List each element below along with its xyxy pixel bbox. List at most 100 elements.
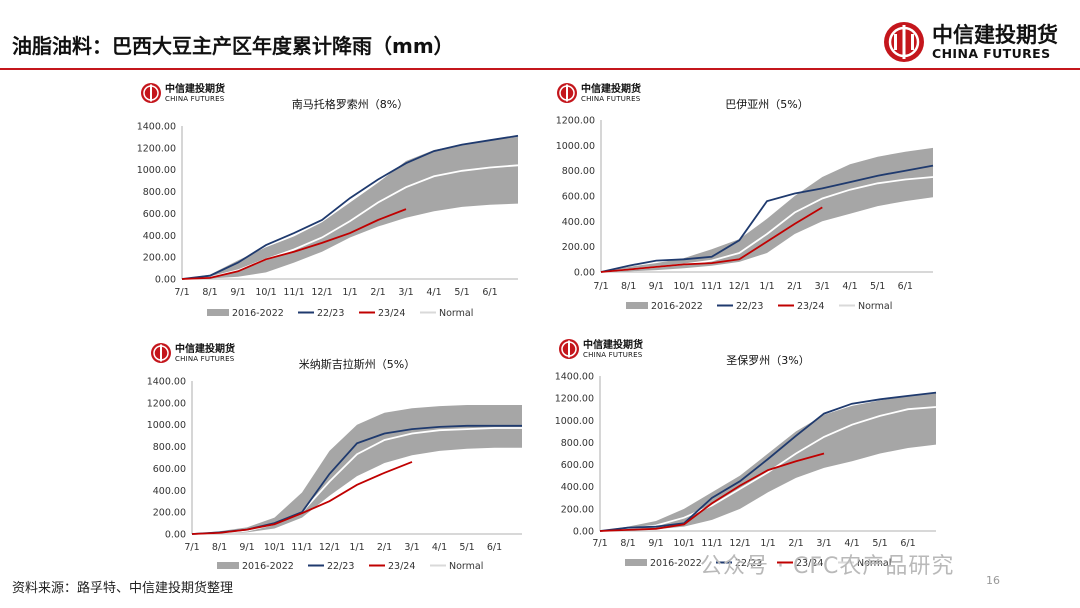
y-tick-label: 1200.00 bbox=[556, 116, 595, 127]
legend-label: 23/24 bbox=[378, 308, 405, 319]
y-tick-label: 400.00 bbox=[143, 231, 176, 242]
citic-emblem-icon bbox=[559, 339, 579, 359]
x-tick-label: 12/1 bbox=[729, 538, 750, 549]
panel-logo-en: CHINA FUTURES bbox=[581, 94, 641, 103]
x-tick-label: 3/1 bbox=[398, 287, 413, 298]
y-tick-label: 0.00 bbox=[165, 530, 186, 541]
chart-panel-2: 中信建投期货 CHINA FUTURES 巴伊亚州（5%） 0.00 200.00 40… bbox=[546, 78, 946, 323]
brand-name-cn: 中信建投期货 bbox=[932, 22, 1058, 47]
x-tick-label: 10/1 bbox=[264, 542, 285, 553]
x-tick-label: 5/1 bbox=[870, 281, 885, 292]
x-tick-label: 3/1 bbox=[404, 542, 419, 553]
y-tick-label: 800.00 bbox=[561, 438, 594, 449]
legend-label: 23/24 bbox=[388, 561, 415, 572]
legend-label: 22/23 bbox=[317, 308, 344, 319]
series-line-normal bbox=[191, 427, 522, 535]
legend-label: 22/23 bbox=[736, 301, 763, 312]
x-tick-label: 11/1 bbox=[701, 538, 722, 549]
x-tick-label: 6/1 bbox=[482, 287, 497, 298]
x-tick-label: 2/1 bbox=[377, 542, 392, 553]
x-tick-label: 2/1 bbox=[788, 538, 803, 549]
x-tick-label: 9/1 bbox=[648, 538, 663, 549]
panel-logo-cn: 中信建投期货 bbox=[581, 83, 641, 95]
panel-logo: 中信建投期货 CHINA FUTURES bbox=[558, 338, 643, 360]
x-tick-label: 12/1 bbox=[319, 542, 340, 553]
x-tick-label: 4/1 bbox=[426, 287, 441, 298]
x-tick-label: 9/1 bbox=[239, 542, 254, 553]
x-tick-label: 11/1 bbox=[701, 281, 722, 292]
brand-logo: 中信建投期货 CHINA FUTURES bbox=[882, 20, 1058, 64]
y-tick-label: 1400.00 bbox=[147, 377, 186, 388]
panel-logo-cn: 中信建投期货 bbox=[583, 339, 643, 351]
legend-label: Normal bbox=[858, 301, 892, 312]
y-tick-label: 800.00 bbox=[562, 166, 595, 177]
x-tick-label: 10/1 bbox=[673, 281, 694, 292]
series-line-22-23 bbox=[181, 134, 519, 280]
legend-label: 2016-2022 bbox=[242, 561, 294, 572]
legend-label: Normal bbox=[857, 558, 891, 569]
brand-name-en: CHINA FUTURES bbox=[932, 45, 1051, 61]
y-tick-label: 800.00 bbox=[143, 187, 176, 198]
citic-emblem-icon bbox=[557, 83, 577, 103]
citic-emblem-icon bbox=[884, 22, 924, 62]
citic-emblem-icon bbox=[151, 343, 171, 363]
x-tick-label: 5/1 bbox=[872, 538, 887, 549]
y-tick-label: 1000.00 bbox=[147, 420, 186, 431]
citic-emblem-icon bbox=[141, 83, 161, 103]
x-tick-label: 4/1 bbox=[432, 542, 447, 553]
band-area-2016-2022 bbox=[601, 147, 933, 272]
legend-label: 23/24 bbox=[797, 301, 824, 312]
y-tick-label: 1200.00 bbox=[137, 143, 176, 154]
legend-swatch-band bbox=[626, 302, 648, 309]
y-tick-label: 0.00 bbox=[155, 275, 176, 286]
panel-logo: 中信建投期货 CHINA FUTURES bbox=[140, 82, 225, 104]
y-tick-label: 600.00 bbox=[561, 460, 594, 471]
panel-logo-en: CHINA FUTURES bbox=[583, 350, 643, 359]
x-tick-label: 5/1 bbox=[454, 287, 469, 298]
y-tick-label: 1200.00 bbox=[555, 394, 594, 405]
chart-svg-minas-gerais: 米纳斯吉拉斯州（5%） 0.00 200.00 400.00 600.00 800.00 1… bbox=[147, 357, 522, 572]
x-tick-label: 4/1 bbox=[842, 281, 857, 292]
y-tick-label: 1000.00 bbox=[555, 416, 594, 427]
source-note: 资料来源：路孚特、中信建投期货整理 bbox=[12, 581, 234, 596]
x-tick-label: 12/1 bbox=[729, 281, 750, 292]
x-tick-label: 1/1 bbox=[349, 542, 364, 553]
x-tick-label: 1/1 bbox=[342, 287, 357, 298]
chart-svg-bahia: 巴伊亚州（5%） 0.00 200.00 400.00 600.00 800.00 1000… bbox=[556, 98, 934, 312]
y-tick-label: 400.00 bbox=[153, 486, 186, 497]
x-tick-label: 12/1 bbox=[311, 287, 332, 298]
x-tick-label: 7/1 bbox=[184, 542, 199, 553]
chart-panel-1: 中信建投期货 CHINA FUTURES 南马托格罗索州（8%） 0.00 200.0… bbox=[130, 78, 530, 323]
y-tick-label: 600.00 bbox=[153, 464, 186, 475]
series-line-22-23 bbox=[599, 391, 937, 532]
x-tick-label: 10/1 bbox=[255, 287, 276, 298]
series-line-22-23 bbox=[600, 164, 934, 273]
x-tick-label: 2/1 bbox=[787, 281, 802, 292]
y-tick-label: 600.00 bbox=[143, 209, 176, 220]
x-tick-label: 11/1 bbox=[283, 287, 304, 298]
watermark: 公众号 · CFC农产品研究 bbox=[700, 554, 955, 579]
legend-swatch-band bbox=[207, 309, 229, 316]
chart-panel-3: 中信建投期货 CHINA FUTURES 米纳斯吉拉斯州（5%） 0.00 200.0… bbox=[140, 338, 540, 578]
y-tick-label: 400.00 bbox=[561, 482, 594, 493]
series-line-23-24 bbox=[600, 206, 823, 273]
y-tick-label: 200.00 bbox=[143, 253, 176, 264]
x-tick-label: 10/1 bbox=[673, 538, 694, 549]
panel-logo-en: CHINA FUTURES bbox=[175, 354, 235, 363]
panel-logo-cn: 中信建投期货 bbox=[165, 83, 225, 95]
legend-label: 23/24 bbox=[796, 558, 823, 569]
series-line-normal bbox=[599, 406, 937, 532]
series-line-23-24 bbox=[191, 461, 413, 535]
x-tick-label: 6/1 bbox=[487, 542, 502, 553]
x-tick-label: 8/1 bbox=[621, 281, 636, 292]
chart-svg-south-mato-grosso: 南马托格罗索州（8%） 0.00 200.00 400.00 600.00 800.00 1… bbox=[137, 97, 519, 319]
legend-swatch-band bbox=[217, 562, 239, 569]
y-tick-label: 1400.00 bbox=[555, 372, 594, 383]
band-area-2016-2022 bbox=[182, 136, 518, 279]
y-tick-label: 1000.00 bbox=[137, 165, 176, 176]
band-area-2016-2022 bbox=[600, 392, 936, 531]
x-tick-label: 9/1 bbox=[230, 287, 245, 298]
y-tick-label: 1400.00 bbox=[137, 122, 176, 133]
y-tick-label: 200.00 bbox=[562, 242, 595, 253]
panel-logo-cn: 中信建投期货 bbox=[175, 343, 235, 355]
